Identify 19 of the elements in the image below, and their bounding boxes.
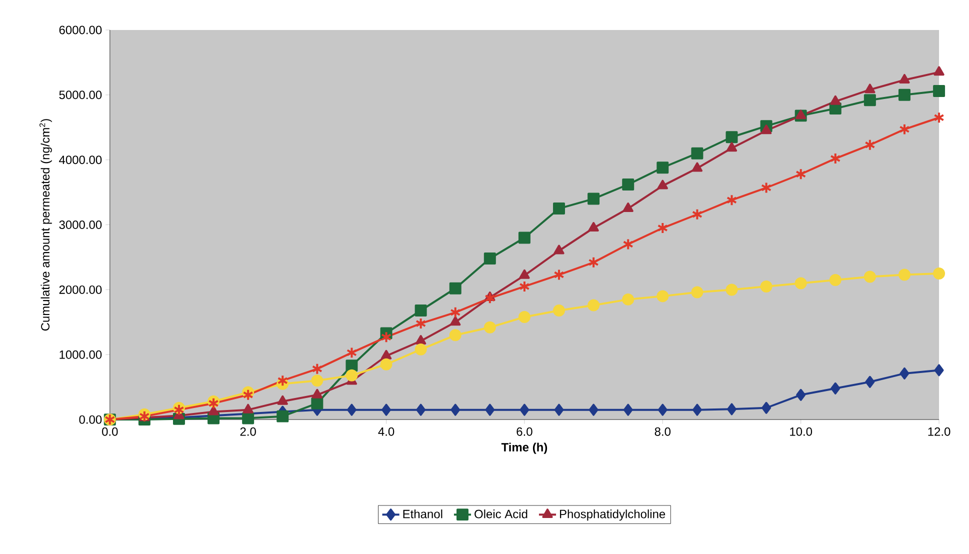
y-tick-label: 3000.00 — [59, 220, 102, 229]
legend-label: Ethanol — [403, 509, 442, 518]
x-tick-label: 8.0 — [654, 427, 671, 436]
y-tick-label: 5000.00 — [59, 90, 102, 99]
y-axis-title: Cumulative amount permeated (ng/cm$^{2}$) — [39, 118, 52, 330]
y-tick-label: 4000.00 — [59, 155, 102, 164]
legend-label: Oleic Acid — [474, 509, 528, 518]
y-tick-label: 6000.00 — [59, 26, 102, 34]
y-tick-label: 2000.00 — [59, 285, 102, 294]
x-tick-label: 6.0 — [516, 427, 532, 436]
x-axis-title: Time (h) — [501, 442, 548, 454]
x-tick-label: 12.0 — [928, 427, 950, 436]
x-tick-label: 10.0 — [790, 427, 812, 436]
x-tick-label: 0.0 — [102, 427, 118, 436]
y-tick-label: 1000.00 — [60, 350, 102, 359]
x-tick-label: 2.0 — [240, 427, 256, 436]
y-tick-label: 0.00 — [79, 415, 102, 424]
x-tick-label: 4.0 — [378, 427, 394, 436]
legend-label: Phosphatidylcholine — [560, 509, 666, 520]
